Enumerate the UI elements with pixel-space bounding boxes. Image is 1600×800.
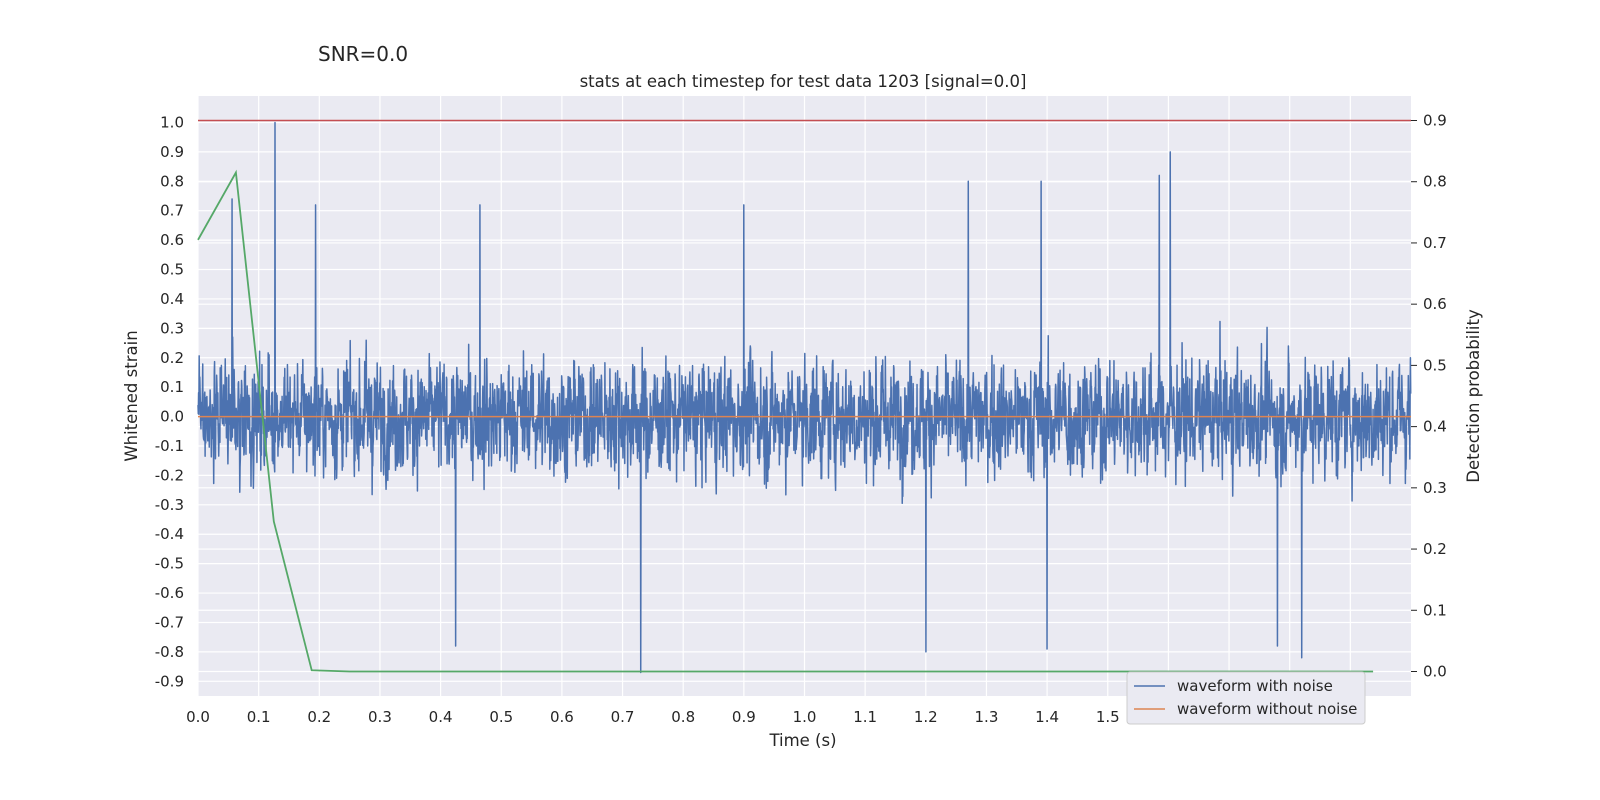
- y2-tick-label: 0.7: [1423, 234, 1447, 252]
- y-tick-label: -0.6: [155, 584, 184, 602]
- legend-box: [1126, 671, 1366, 725]
- series-layer: [197, 119, 1412, 674]
- y-tick-label: -0.5: [155, 555, 184, 573]
- figure-suptitle: SNR=0.0: [318, 42, 408, 66]
- y-tick-label: 1.0: [160, 113, 184, 131]
- y-tick-label: 0.9: [160, 143, 184, 161]
- y2-tick-label: 0.3: [1423, 479, 1447, 497]
- y-tick-label: -0.2: [155, 466, 184, 484]
- legend-label-clean: waveform without noise: [1177, 700, 1357, 718]
- legend-label-noise: waveform with noise: [1177, 677, 1333, 695]
- x-tick-label: 1.1: [853, 708, 877, 726]
- y2-tick-label: 0.2: [1423, 540, 1447, 558]
- y-tick-label: -0.7: [155, 613, 184, 631]
- x-tick-label: 1.5: [1096, 708, 1120, 726]
- y2-tick-label: 0.9: [1423, 111, 1447, 129]
- y2-tick-label: 0.6: [1423, 295, 1447, 313]
- y2-tick-label: 0.4: [1423, 418, 1447, 436]
- y-tick-label: 0.0: [160, 408, 184, 426]
- x-tick-label: 0.0: [186, 708, 210, 726]
- y-tick-label: -0.3: [155, 496, 184, 514]
- x-tick-label: 0.5: [489, 708, 513, 726]
- x-tick-label: 0.6: [550, 708, 574, 726]
- y-tick-label: -0.8: [155, 643, 184, 661]
- series-line-waveform-with-noise: [197, 121, 1412, 674]
- y-tick-label: -0.4: [155, 525, 184, 543]
- x-axis-label: Time (s): [768, 731, 836, 750]
- y-tick-label: -0.1: [155, 437, 184, 455]
- y2-tick-label: 0.1: [1423, 601, 1447, 619]
- y-tick-label: 0.2: [160, 349, 184, 367]
- y-tick-label: 0.7: [160, 202, 184, 220]
- y2-tick-label: 0.8: [1423, 173, 1447, 191]
- x-tick-label: 1.2: [914, 708, 938, 726]
- y2-tick-label: 0.0: [1423, 663, 1447, 681]
- y-tick-label: 0.1: [160, 378, 184, 396]
- legend: waveform with noise waveform without noi…: [1126, 671, 1366, 725]
- series-line-detection-probability: [197, 169, 1374, 673]
- x-tick-label: 0.8: [671, 708, 695, 726]
- y-tick-label: -0.9: [155, 672, 184, 690]
- y2-axis-label: Detection probability: [1464, 309, 1483, 483]
- chart-title: stats at each timestep for test data 120…: [580, 72, 1027, 91]
- x-tick-label: 0.1: [247, 708, 271, 726]
- x-tick-label: 0.7: [611, 708, 635, 726]
- x-tick-label: 0.3: [368, 708, 392, 726]
- x-tick-label: 1.4: [1035, 708, 1059, 726]
- y-axis-label: Whitened strain: [122, 330, 141, 461]
- y2-tick-label: 0.5: [1423, 356, 1447, 374]
- y-tick-labels: 1.0 0.9 0.8 0.7 0.6 0.5 0.4 0.3 0.2 0.1 0.0 -0.1 -0.…: [155, 113, 184, 690]
- y-tick-label: 0.4: [160, 290, 184, 308]
- y-tick-label: 0.5: [160, 261, 184, 279]
- x-tick-label: 0.2: [307, 708, 331, 726]
- x-tick-label: 1.0: [793, 708, 817, 726]
- y2-tick-labels: 0.9 0.8 0.7 0.6 0.5 0.4 0.3 0.2 0.1 0.0: [1411, 111, 1447, 681]
- y-tick-label: 0.3: [160, 319, 184, 337]
- x-tick-label: 0.9: [732, 708, 756, 726]
- x-tick-label: 1.3: [975, 708, 999, 726]
- y-tick-label: 0.6: [160, 231, 184, 249]
- x-tick-label: 0.4: [429, 708, 453, 726]
- y-tick-label: 0.8: [160, 172, 184, 190]
